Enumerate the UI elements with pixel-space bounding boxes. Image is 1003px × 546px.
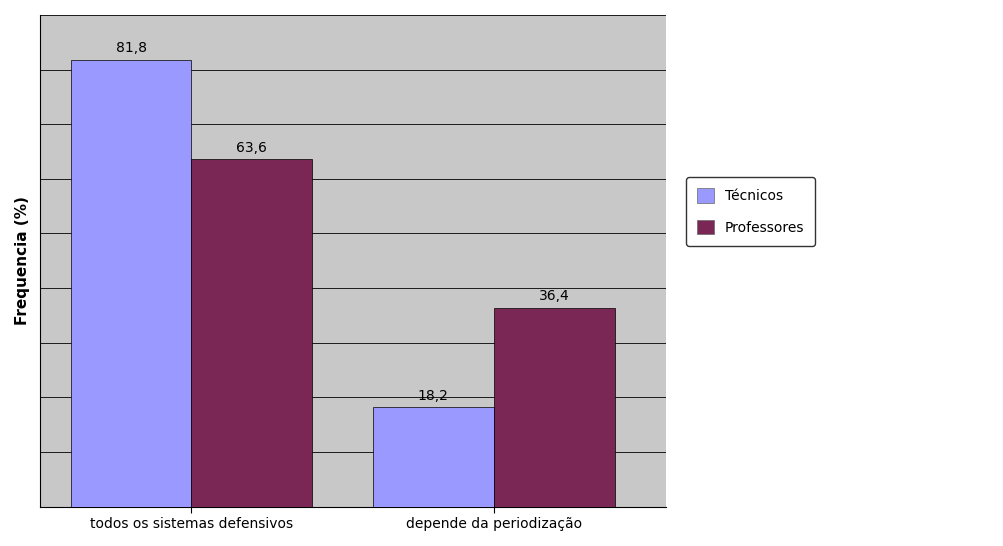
Bar <box>493 308 614 507</box>
Bar <box>192 159 312 507</box>
Text: 81,8: 81,8 <box>115 41 146 56</box>
Text: 36,4: 36,4 <box>539 289 569 304</box>
Bar <box>70 60 192 507</box>
Text: 63,6: 63,6 <box>237 141 267 155</box>
Legend: Técnicos, Professores: Técnicos, Professores <box>685 177 814 246</box>
Bar <box>372 407 493 507</box>
Text: 18,2: 18,2 <box>417 389 448 403</box>
Y-axis label: Frequencia (%): Frequencia (%) <box>15 197 30 325</box>
